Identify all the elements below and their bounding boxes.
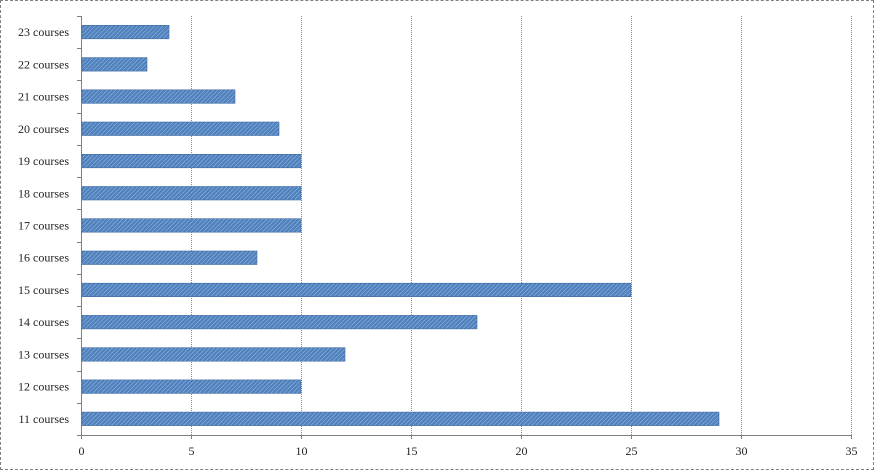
x-tick-label: 30 xyxy=(736,444,748,458)
y-tick-label: 23 courses xyxy=(18,25,69,39)
y-tick-label: 22 courses xyxy=(18,57,69,71)
bars xyxy=(81,24,720,426)
x-tick-label: 0 xyxy=(79,444,85,458)
y-tick-label: 20 courses xyxy=(18,122,69,136)
y-tick-label: 16 courses xyxy=(18,251,69,265)
bar-14-courses xyxy=(81,315,478,330)
y-tick-label: 11 courses xyxy=(18,412,69,426)
y-tick-label: 17 courses xyxy=(18,219,69,233)
bar-11-courses xyxy=(81,411,720,426)
bar-21-courses xyxy=(81,89,236,104)
bar-17-courses xyxy=(81,218,302,233)
bar-23-courses xyxy=(81,24,170,40)
bar-16-courses xyxy=(81,250,258,265)
x-tick-label: 15 xyxy=(406,444,418,458)
bar-19-courses xyxy=(81,154,302,169)
y-tick-label: 12 courses xyxy=(18,380,69,394)
x-tick-label: 20 xyxy=(516,444,528,458)
bar-22-courses xyxy=(81,57,148,72)
x-tick-label: 10 xyxy=(296,444,308,458)
x-tick-label: 35 xyxy=(846,444,858,458)
y-tick-label: 19 courses xyxy=(18,154,69,168)
axes xyxy=(77,16,852,439)
x-tick-label: 25 xyxy=(626,444,638,458)
y-tick-label: 15 courses xyxy=(18,283,69,297)
bar-12-courses xyxy=(81,379,302,394)
y-tick-label: 13 courses xyxy=(18,347,69,361)
tick-labels: 0 5 10 15 20 25 30 35 11 courses 12 courses 13 cou… xyxy=(18,25,858,458)
bar-15-courses xyxy=(81,282,632,298)
y-tick-label: 14 courses xyxy=(18,315,69,329)
y-tick-label: 18 courses xyxy=(18,186,69,200)
bar-13-courses xyxy=(81,347,346,362)
bar-18-courses xyxy=(81,186,302,201)
y-tick-label: 21 courses xyxy=(18,90,69,104)
bar-20-courses xyxy=(81,121,280,136)
x-tick-label: 5 xyxy=(189,444,195,458)
